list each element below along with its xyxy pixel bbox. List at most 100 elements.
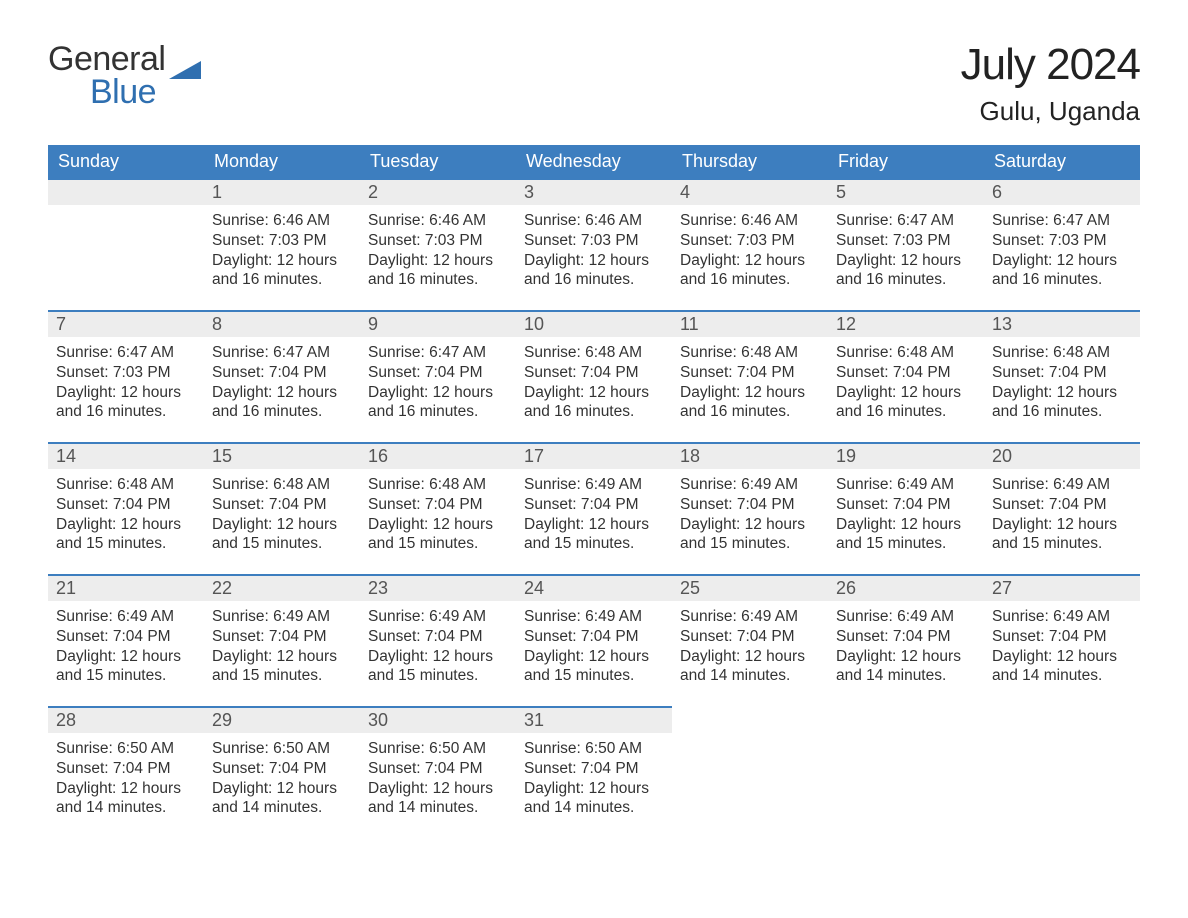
title-block: July 2024 Gulu, Uganda (961, 40, 1140, 127)
sunset-line: Sunset: 7:04 PM (680, 495, 820, 515)
daylight-line: Daylight: 12 hours and 15 minutes. (56, 647, 196, 687)
day-details: Sunrise: 6:50 AMSunset: 7:04 PMDaylight:… (48, 733, 204, 822)
calendar-row: 21Sunrise: 6:49 AMSunset: 7:04 PMDayligh… (48, 574, 1140, 706)
daylight-line: Daylight: 12 hours and 16 minutes. (992, 251, 1132, 291)
sunrise-line: Sunrise: 6:49 AM (368, 607, 508, 627)
daylight-line: Daylight: 12 hours and 15 minutes. (524, 647, 664, 687)
calendar-cell-day-1: 1Sunrise: 6:46 AMSunset: 7:03 PMDaylight… (204, 178, 360, 310)
calendar-cell-day-5: 5Sunrise: 6:47 AMSunset: 7:03 PMDaylight… (828, 178, 984, 310)
calendar-cell-day-23: 23Sunrise: 6:49 AMSunset: 7:04 PMDayligh… (360, 574, 516, 706)
calendar-cell-day-18: 18Sunrise: 6:49 AMSunset: 7:04 PMDayligh… (672, 442, 828, 574)
sunrise-line: Sunrise: 6:49 AM (836, 607, 976, 627)
sunset-line: Sunset: 7:04 PM (680, 627, 820, 647)
day-number: 25 (672, 576, 828, 601)
day-details: Sunrise: 6:48 AMSunset: 7:04 PMDaylight:… (360, 469, 516, 558)
daylight-line: Daylight: 12 hours and 16 minutes. (368, 383, 508, 423)
calendar-cell-day-27: 27Sunrise: 6:49 AMSunset: 7:04 PMDayligh… (984, 574, 1140, 706)
day-details: Sunrise: 6:48 AMSunset: 7:04 PMDaylight:… (828, 337, 984, 426)
sunset-line: Sunset: 7:03 PM (212, 231, 352, 251)
sunset-line: Sunset: 7:04 PM (56, 495, 196, 515)
calendar-cell-day-14: 14Sunrise: 6:48 AMSunset: 7:04 PMDayligh… (48, 442, 204, 574)
day-number: 24 (516, 576, 672, 601)
sunrise-line: Sunrise: 6:50 AM (368, 739, 508, 759)
daylight-line: Daylight: 12 hours and 14 minutes. (836, 647, 976, 687)
weekday-sunday: Sunday (48, 145, 204, 178)
day-number: 27 (984, 576, 1140, 601)
sunrise-line: Sunrise: 6:50 AM (56, 739, 196, 759)
daylight-line: Daylight: 12 hours and 15 minutes. (836, 515, 976, 555)
sunrise-line: Sunrise: 6:48 AM (212, 475, 352, 495)
sunrise-line: Sunrise: 6:48 AM (680, 343, 820, 363)
daylight-line: Daylight: 12 hours and 15 minutes. (212, 647, 352, 687)
sunrise-line: Sunrise: 6:48 AM (524, 343, 664, 363)
calendar-cell-day-31: 31Sunrise: 6:50 AMSunset: 7:04 PMDayligh… (516, 706, 672, 838)
daylight-line: Daylight: 12 hours and 16 minutes. (212, 383, 352, 423)
weekday-thursday: Thursday (672, 145, 828, 178)
daylight-line: Daylight: 12 hours and 14 minutes. (680, 647, 820, 687)
brand-logo: General Blue (48, 40, 201, 112)
calendar-table: SundayMondayTuesdayWednesdayThursdayFrid… (48, 145, 1140, 838)
daylight-line: Daylight: 12 hours and 15 minutes. (212, 515, 352, 555)
sunset-line: Sunset: 7:04 PM (836, 627, 976, 647)
daylight-line: Daylight: 12 hours and 16 minutes. (524, 251, 664, 291)
calendar-cell-day-29: 29Sunrise: 6:50 AMSunset: 7:04 PMDayligh… (204, 706, 360, 838)
calendar-cell-day-9: 9 Sunrise: 6:47 AMSunset: 7:04 PMDaylight… (360, 310, 516, 442)
sunset-line: Sunset: 7:04 PM (368, 495, 508, 515)
day-number: 9 (360, 312, 516, 337)
day-details: Sunrise: 6:48 AMSunset: 7:04 PMDaylight:… (48, 469, 204, 558)
day-details: Sunrise: 6:48 AMSunset: 7:04 PMDaylight:… (516, 337, 672, 426)
day-details: Sunrise: 6:46 AMSunset: 7:03 PMDaylight:… (360, 205, 516, 294)
calendar-cell-day-22: 22Sunrise: 6:49 AMSunset: 7:04 PMDayligh… (204, 574, 360, 706)
day-details: Sunrise: 6:47 AMSunset: 7:04 PMDaylight:… (204, 337, 360, 426)
daylight-line: Daylight: 12 hours and 15 minutes. (524, 515, 664, 555)
calendar-cell-day-24: 24Sunrise: 6:49 AMSunset: 7:04 PMDayligh… (516, 574, 672, 706)
day-number: 17 (516, 444, 672, 469)
daylight-line: Daylight: 12 hours and 16 minutes. (836, 251, 976, 291)
sunrise-line: Sunrise: 6:47 AM (56, 343, 196, 363)
daylight-line: Daylight: 12 hours and 14 minutes. (524, 779, 664, 819)
day-number: 8 (204, 312, 360, 337)
calendar-cell-empty (828, 706, 984, 838)
sunset-line: Sunset: 7:03 PM (992, 231, 1132, 251)
day-number: 14 (48, 444, 204, 469)
day-number: 18 (672, 444, 828, 469)
calendar-cell-day-11: 11Sunrise: 6:48 AMSunset: 7:04 PMDayligh… (672, 310, 828, 442)
sunrise-line: Sunrise: 6:49 AM (992, 475, 1132, 495)
day-number: 23 (360, 576, 516, 601)
day-number: 15 (204, 444, 360, 469)
day-number: 5 (828, 180, 984, 205)
sunrise-line: Sunrise: 6:48 AM (836, 343, 976, 363)
day-details: Sunrise: 6:46 AMSunset: 7:03 PMDaylight:… (516, 205, 672, 294)
calendar-row: 1Sunrise: 6:46 AMSunset: 7:03 PMDaylight… (48, 178, 1140, 310)
day-number: 1 (204, 180, 360, 205)
sunset-line: Sunset: 7:04 PM (368, 363, 508, 383)
daylight-line: Daylight: 12 hours and 15 minutes. (56, 515, 196, 555)
sunset-line: Sunset: 7:04 PM (680, 363, 820, 383)
day-number: 26 (828, 576, 984, 601)
daylight-line: Daylight: 12 hours and 15 minutes. (680, 515, 820, 555)
day-details: Sunrise: 6:47 AMSunset: 7:03 PMDaylight:… (984, 205, 1140, 294)
calendar-cell-day-3: 3Sunrise: 6:46 AMSunset: 7:03 PMDaylight… (516, 178, 672, 310)
day-details: Sunrise: 6:49 AMSunset: 7:04 PMDaylight:… (204, 601, 360, 690)
day-details: Sunrise: 6:49 AMSunset: 7:04 PMDaylight:… (516, 601, 672, 690)
calendar-cell-day-4: 4Sunrise: 6:46 AMSunset: 7:03 PMDaylight… (672, 178, 828, 310)
calendar-cell-day-8: 8Sunrise: 6:47 AMSunset: 7:04 PMDaylight… (204, 310, 360, 442)
daylight-line: Daylight: 12 hours and 15 minutes. (368, 647, 508, 687)
day-number: 28 (48, 708, 204, 733)
calendar-cell-day-28: 28Sunrise: 6:50 AMSunset: 7:04 PMDayligh… (48, 706, 204, 838)
sunset-line: Sunset: 7:04 PM (212, 495, 352, 515)
month-title: July 2024 (961, 40, 1140, 90)
daylight-line: Daylight: 12 hours and 16 minutes. (836, 383, 976, 423)
calendar-cell-day-2: 2Sunrise: 6:46 AMSunset: 7:03 PMDaylight… (360, 178, 516, 310)
calendar-cell-day-15: 15 Sunrise: 6:48 AMSunset: 7:04 PMDayligh… (204, 442, 360, 574)
day-details: Sunrise: 6:48 AMSunset: 7:04 PMDaylight:… (984, 337, 1140, 426)
sunrise-line: Sunrise: 6:48 AM (992, 343, 1132, 363)
day-number: 4 (672, 180, 828, 205)
weekday-wednesday: Wednesday (516, 145, 672, 178)
day-details: Sunrise: 6:49 AMSunset: 7:04 PMDaylight:… (516, 469, 672, 558)
calendar-cell-day-13: 13Sunrise: 6:48 AMSunset: 7:04 PMDayligh… (984, 310, 1140, 442)
sunset-line: Sunset: 7:04 PM (212, 627, 352, 647)
sunrise-line: Sunrise: 6:47 AM (368, 343, 508, 363)
sunrise-line: Sunrise: 6:46 AM (212, 211, 352, 231)
daylight-line: Daylight: 12 hours and 16 minutes. (680, 383, 820, 423)
